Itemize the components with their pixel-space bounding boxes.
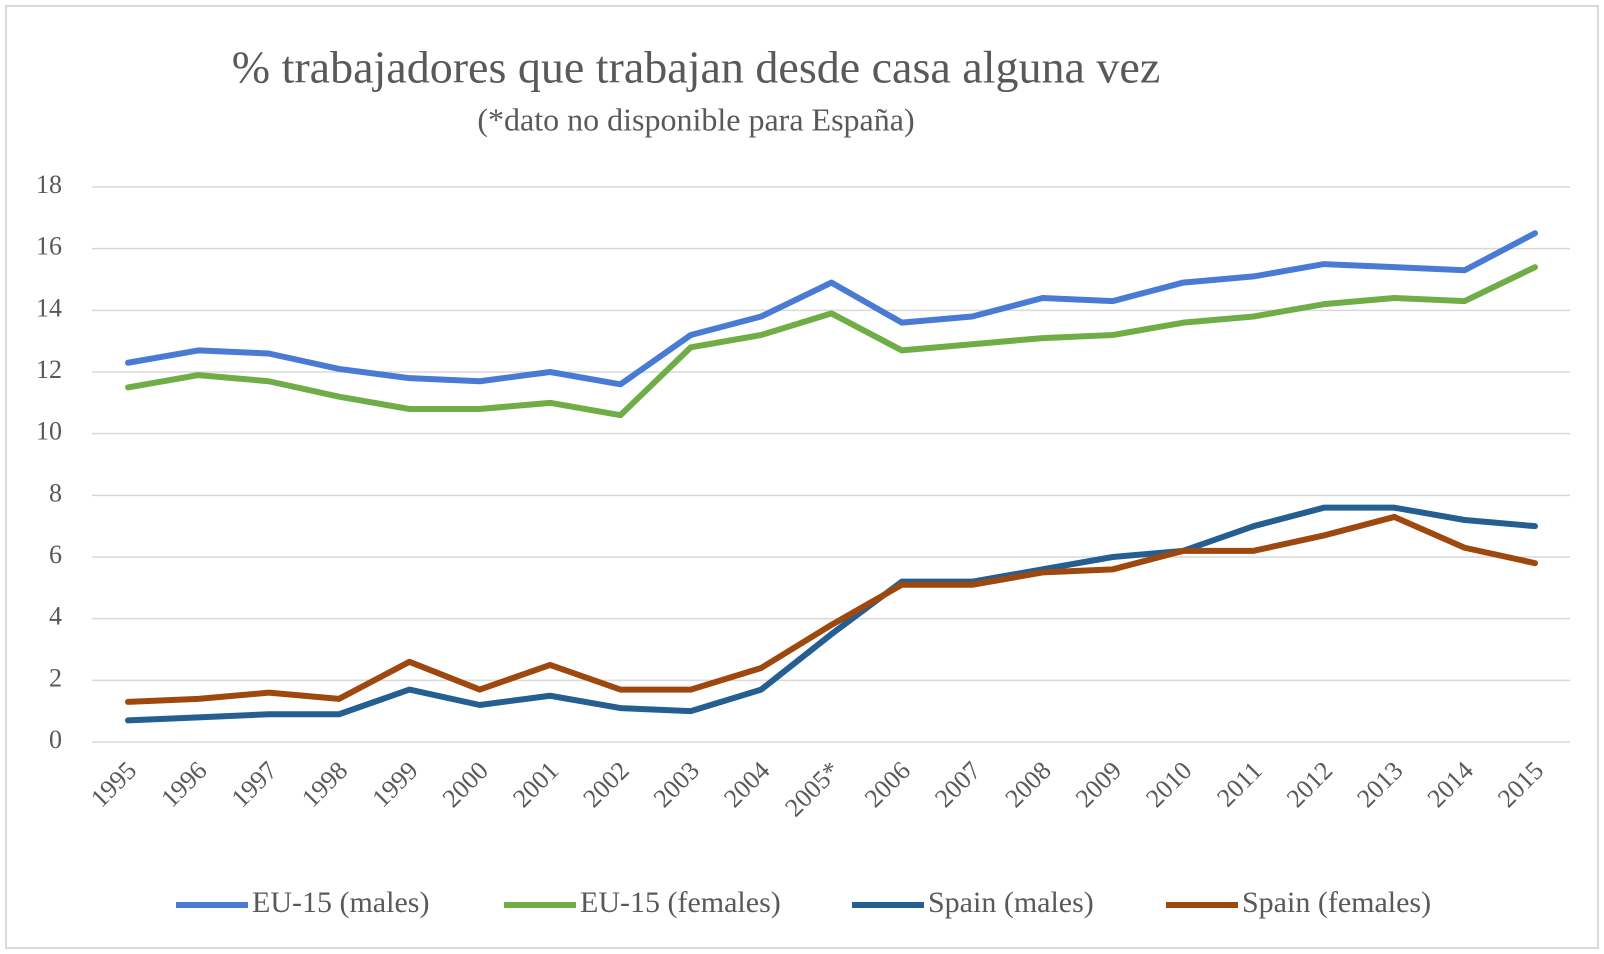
y-tick-label: 2 — [49, 663, 62, 692]
legend-label: Spain (males) — [928, 886, 1094, 919]
y-tick-label: 8 — [49, 478, 62, 507]
y-tick-label: 18 — [36, 170, 62, 199]
y-tick-label: 0 — [49, 725, 62, 754]
data-line — [125, 513, 1538, 705]
y-tick-label: 4 — [49, 602, 62, 631]
y-tick-label: 12 — [36, 355, 62, 384]
data-line — [125, 230, 1538, 388]
chart-title: % trabajadores que trabajan desde casa a… — [232, 42, 1160, 93]
legend-label: Spain (females) — [1242, 886, 1431, 919]
data-line — [125, 504, 1538, 724]
legend-label: EU-15 (males) — [252, 886, 429, 919]
y-tick-label: 10 — [36, 417, 62, 446]
y-tick-label: 14 — [36, 293, 62, 322]
chart-frame — [5, 5, 1599, 949]
chart-subtitle: (*dato no disponible para España) — [477, 101, 914, 137]
data-line — [125, 264, 1538, 419]
y-tick-label: 6 — [49, 540, 62, 569]
y-tick-label: 16 — [36, 232, 62, 261]
legend-label: EU-15 (females) — [580, 886, 781, 919]
